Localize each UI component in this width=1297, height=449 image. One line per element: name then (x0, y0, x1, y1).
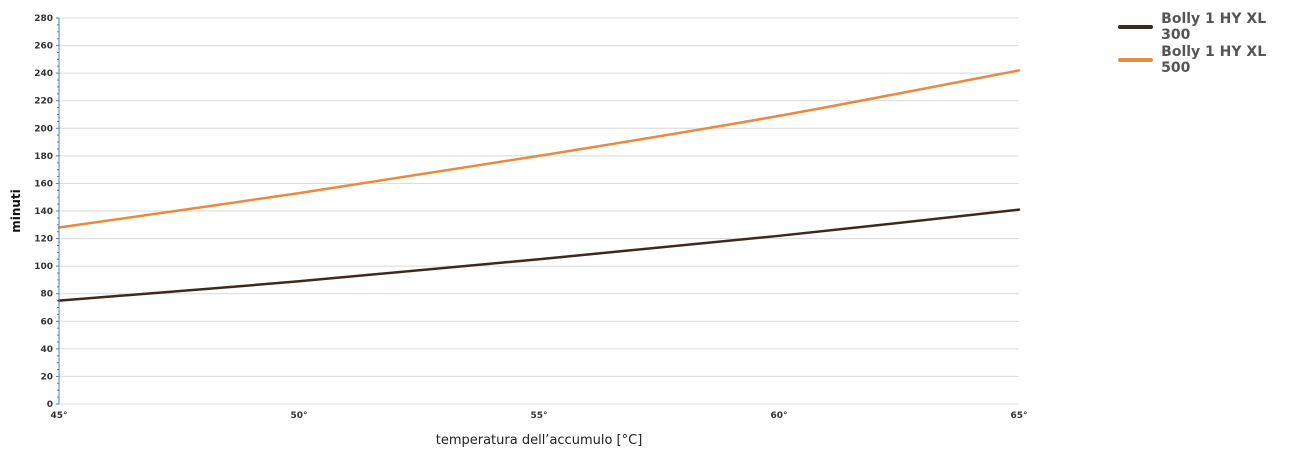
series-lines (57, 69, 1021, 302)
grid-lines (59, 17, 1019, 405)
x-tick-label-60: 60° (770, 411, 787, 421)
y-tick-label-100: 100 (34, 262, 53, 272)
y-tick-label-200: 200 (34, 124, 53, 134)
x-axis-label: temperatura dell’accumulo [°C] (436, 433, 643, 448)
y-tick-label-20: 20 (40, 372, 53, 382)
y-tick-label-40: 40 (40, 345, 53, 355)
legend-swatch-xl300 (1118, 25, 1154, 29)
series-line-1 (57, 69, 1021, 229)
y-tick-label-180: 180 (34, 152, 53, 162)
x-tick-label-55: 55° (530, 411, 547, 421)
y-tick-label-260: 260 (34, 42, 53, 52)
y-axis-ticks: 0 20 40 60 80 100 120 140 160 180 200 220 240 260 280 (34, 14, 59, 410)
legend-label-xl300: Bolly 1 HY XL 300 (1161, 11, 1267, 43)
y-tick-label-120: 120 (34, 235, 53, 245)
y-tick-label-140: 140 (34, 207, 53, 217)
x-tick-label-45: 45° (50, 411, 67, 421)
legend-item-xl300: Bolly 1 HY XL 300 (1118, 11, 1297, 43)
x-tick-label-65: 65° (1010, 411, 1027, 421)
y-tick-label-160: 160 (34, 179, 53, 189)
legend-swatch-xl500 (1118, 58, 1154, 62)
legend: Bolly 1 HY XL 300 Bolly 1 HY XL 500 (1118, 11, 1297, 82)
series-line-0 (57, 208, 1021, 302)
y-axis-label: minuti (9, 189, 23, 233)
legend-label-xl500: Bolly 1 HY XL 500 (1161, 44, 1267, 76)
y-tick-label-240: 240 (34, 69, 53, 79)
y-tick-label-0: 0 (47, 400, 53, 410)
y-tick-label-80: 80 (40, 290, 53, 300)
y-tick-label-280: 280 (34, 14, 53, 24)
y-tick-label-220: 220 (34, 97, 53, 107)
x-axis-ticks: 45° 50° 55° 60° 65° (50, 411, 1027, 421)
y-tick-label-60: 60 (40, 317, 53, 327)
legend-item-xl500: Bolly 1 HY XL 500 (1118, 44, 1297, 76)
x-tick-label-50: 50° (290, 411, 307, 421)
